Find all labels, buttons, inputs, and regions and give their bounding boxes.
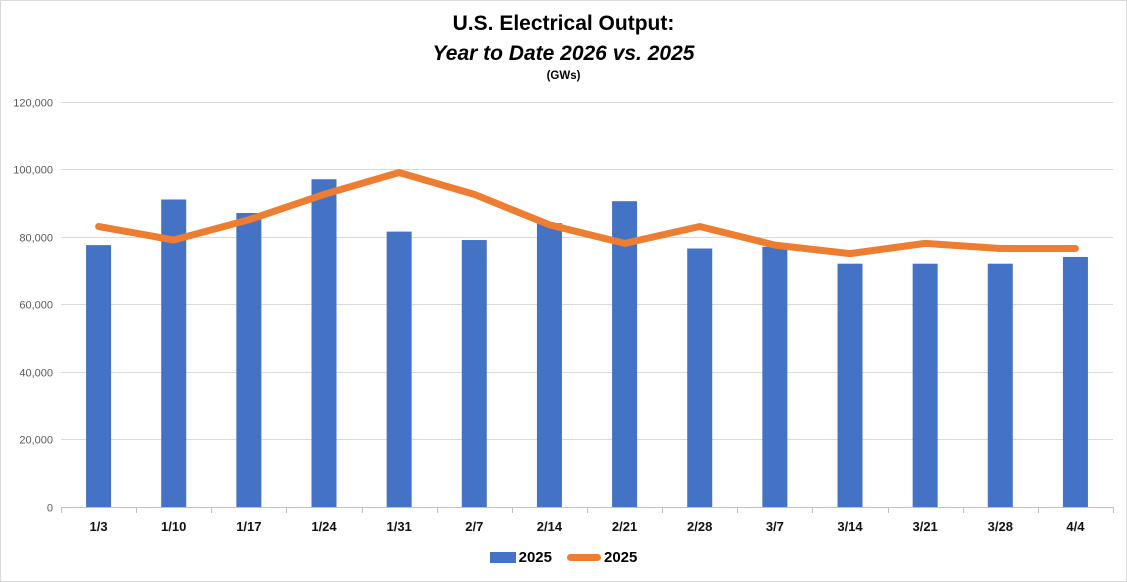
- y-axis-label: 60,000: [19, 300, 53, 312]
- bar-2025: [1062, 256, 1088, 507]
- y-axis-label: 80,000: [19, 233, 53, 245]
- x-axis-label: 2/21: [612, 519, 637, 534]
- bar-2025: [687, 248, 713, 507]
- y-axis-label: 120,000: [13, 98, 53, 110]
- bar-2025: [536, 223, 562, 507]
- chart-units-label: (GWs): [546, 70, 581, 82]
- bar-2025: [236, 213, 262, 507]
- x-axis-label: 1/31: [386, 519, 411, 534]
- legend-label: 2025: [604, 549, 638, 566]
- bar-2025: [762, 246, 788, 507]
- line-2025: [95, 169, 1079, 258]
- bar-2025: [612, 201, 638, 507]
- x-axis-label: 3/14: [837, 519, 863, 534]
- y-axis-label: 100,000: [13, 165, 53, 177]
- bar-2025: [987, 263, 1013, 507]
- x-axis-label: 2/7: [465, 519, 483, 534]
- y-axis-label: 0: [47, 503, 53, 515]
- x-axis-label: 1/24: [311, 519, 337, 534]
- chart-legend: 2025 2025: [1, 549, 1126, 566]
- legend-item-line-series[interactable]: 2025: [567, 549, 637, 566]
- y-axis-label: 20,000: [19, 435, 53, 447]
- legend-item-bar-series[interactable]: 2025: [489, 549, 552, 566]
- chart-title: U.S. Electrical Output:: [452, 12, 675, 35]
- legend-label: 2025: [518, 549, 552, 566]
- bar-2025: [912, 263, 938, 507]
- bar-2025: [461, 240, 487, 507]
- chart-title-block: U.S. Electrical Output: Year to Date 202…: [1, 9, 1126, 83]
- x-axis-label: 4/4: [1066, 519, 1085, 534]
- bar-2025: [311, 179, 337, 508]
- bar-2025: [161, 199, 187, 507]
- y-axis-label: 40,000: [19, 368, 53, 380]
- bar-2025: [837, 263, 863, 507]
- x-axis-label: 1/17: [236, 519, 261, 534]
- x-axis-label: 2/28: [687, 519, 712, 534]
- bar-2025: [386, 231, 412, 508]
- line-series-swatch-icon: [567, 554, 601, 561]
- x-axis-label: 3/21: [912, 519, 937, 534]
- chart-subtitle: Year to Date 2026 vs. 2025: [432, 42, 695, 65]
- bar-series-swatch-icon: [489, 552, 516, 563]
- x-axis-label: 3/28: [988, 519, 1013, 534]
- x-axis-label: 1/3: [90, 519, 108, 534]
- x-axis-label: 2/14: [537, 519, 563, 534]
- bar-2025: [86, 245, 112, 508]
- x-axis-label: 3/7: [766, 519, 784, 534]
- x-axis-label: 1/10: [161, 519, 186, 534]
